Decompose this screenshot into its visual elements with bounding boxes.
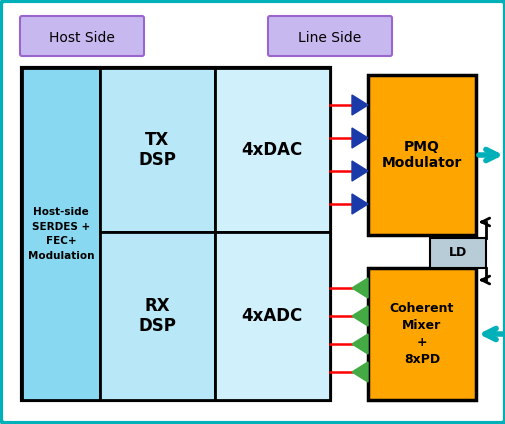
Text: 4xADC: 4xADC <box>241 307 302 325</box>
Text: Host Side: Host Side <box>49 31 115 45</box>
Bar <box>429 238 485 268</box>
Bar <box>215 232 329 400</box>
Bar <box>215 68 329 232</box>
Text: LD: LD <box>448 246 466 259</box>
Bar <box>100 232 215 400</box>
Polygon shape <box>351 334 367 354</box>
Text: Line Side: Line Side <box>298 31 361 45</box>
Polygon shape <box>351 95 367 115</box>
Text: Host-side
SERDES +
FEC+
Modulation: Host-side SERDES + FEC+ Modulation <box>28 207 94 261</box>
Text: Coherent
Mixer
+
8xPD: Coherent Mixer + 8xPD <box>389 302 453 366</box>
Polygon shape <box>351 128 367 148</box>
Polygon shape <box>351 194 367 214</box>
Polygon shape <box>351 161 367 181</box>
Polygon shape <box>351 306 367 326</box>
Polygon shape <box>351 362 367 382</box>
Text: 4xDAC: 4xDAC <box>241 141 302 159</box>
Polygon shape <box>351 278 367 298</box>
Text: PMQ
Modulator: PMQ Modulator <box>381 140 461 170</box>
Text: TX
DSP: TX DSP <box>138 131 176 170</box>
Bar <box>22 68 100 400</box>
FancyBboxPatch shape <box>268 16 391 56</box>
Bar <box>367 75 475 235</box>
Bar <box>100 68 215 232</box>
Text: RX
DSP: RX DSP <box>138 297 176 335</box>
FancyBboxPatch shape <box>20 16 144 56</box>
Bar <box>22 68 329 400</box>
Bar <box>367 268 475 400</box>
